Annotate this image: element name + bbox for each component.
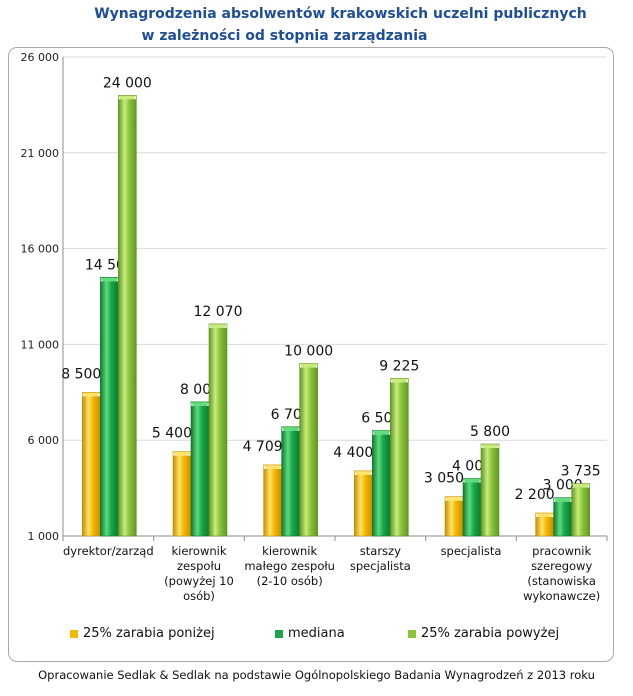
- bar: [100, 281, 119, 536]
- bar-outline: [480, 443, 500, 537]
- legend-label-median: mediana: [288, 626, 345, 641]
- bar-outline: [571, 483, 590, 537]
- x-tick-label: (powyżej 10: [164, 574, 234, 588]
- bar: [463, 482, 481, 536]
- bar-outline: [118, 95, 137, 537]
- y-tick-label: 6 000: [28, 434, 60, 447]
- data-label: 10 000: [284, 344, 333, 360]
- bar: [299, 367, 318, 536]
- bar: [263, 468, 282, 536]
- bar-top: [390, 378, 409, 383]
- data-label: 12 070: [194, 304, 243, 320]
- bar-top: [372, 430, 391, 435]
- x-tick-label: (stanowiska: [527, 574, 595, 588]
- bar-top: [281, 426, 300, 431]
- bar: [209, 327, 227, 536]
- x-tick-label: dyrektor/zarząd: [63, 544, 154, 558]
- data-label: 4 709: [243, 439, 283, 455]
- y-tick-label: 26 000: [21, 51, 60, 64]
- bar-top: [118, 95, 137, 100]
- bar: [118, 99, 137, 536]
- x-tick-label: szeregowy: [531, 559, 592, 573]
- bar-top: [100, 277, 119, 282]
- bar: [553, 501, 572, 536]
- bar-top: [263, 464, 282, 469]
- bar-outline: [299, 363, 318, 537]
- data-label: 5 800: [470, 424, 510, 440]
- bar: [191, 405, 209, 536]
- legend-item-above: 25% zarabia powyżej: [408, 626, 559, 641]
- x-tick-label: zespołu: [177, 559, 221, 573]
- x-tick-label: starszy: [360, 544, 401, 558]
- bar-top: [82, 392, 101, 397]
- y-tick-label: 16 000: [21, 243, 60, 256]
- bar: [281, 430, 300, 536]
- bar-top: [445, 496, 463, 501]
- chart-title-line-1: Wynagrodzenia absolwentów krakowskich uc…: [94, 6, 587, 22]
- x-tick-label: kierownik: [262, 544, 317, 558]
- legend-swatch-median: [275, 629, 283, 638]
- y-tick-label: 21 000: [21, 147, 60, 160]
- bar-outline: [208, 323, 228, 537]
- x-tick-label: specjalista: [350, 559, 411, 573]
- bar-top: [191, 401, 209, 406]
- legend-item-below: 25% zarabia poniżej: [70, 626, 215, 641]
- x-tick-label: (2-10 osób): [257, 574, 323, 588]
- chart-title-line-2: w zależności od stopnia zarządzania: [141, 28, 428, 44]
- x-tick-label: wykonawcze): [523, 589, 600, 603]
- data-label: 9 225: [379, 358, 419, 374]
- bar: [535, 517, 554, 536]
- bar-top: [481, 444, 499, 449]
- bar-top: [535, 513, 554, 518]
- x-tick-label: pracownik: [532, 544, 591, 558]
- data-label: 5 400: [152, 426, 192, 442]
- bar-top: [571, 483, 590, 488]
- bar-chart: 1 000 6 000 11 000 16 000 21 000 26 000 8 500 1…: [21, 51, 608, 603]
- x-tick-label: kierownik: [172, 544, 227, 558]
- legend-swatch-below: [70, 629, 78, 638]
- bar-top: [299, 363, 318, 368]
- data-label: 4 400: [333, 445, 373, 461]
- legend-item-median: mediana: [275, 626, 345, 641]
- data-label: 3 735: [561, 464, 601, 480]
- x-tick-label: osób): [183, 589, 215, 603]
- bar-top: [173, 451, 191, 456]
- bar-outline: [390, 378, 409, 537]
- bar-top: [463, 478, 481, 483]
- bar: [481, 448, 499, 536]
- bar-top: [553, 497, 572, 502]
- bar: [571, 487, 590, 536]
- data-label: 2 200: [515, 487, 555, 503]
- bar-top: [354, 470, 373, 475]
- y-tick-label: 11 000: [21, 338, 60, 351]
- source-footnote: Opracowanie Sedlak & Sedlak na podstawie…: [38, 668, 595, 682]
- bar: [82, 396, 101, 536]
- data-label: 8 500: [61, 366, 101, 382]
- x-tick-label: małego zespołu: [244, 559, 335, 573]
- y-tick-label: 1 000: [28, 530, 60, 543]
- legend-swatch-above: [408, 629, 416, 638]
- legend-label-above: 25% zarabia powyżej: [421, 626, 560, 641]
- chart-area: 1 000 6 000 11 000 16 000 21 000 26 000 8 500 1…: [8, 47, 614, 662]
- bar: [372, 434, 391, 536]
- data-label: 24 000: [103, 75, 152, 91]
- bar: [390, 382, 409, 536]
- bar: [173, 455, 191, 536]
- x-tick-label: specjalista: [441, 544, 502, 558]
- bar: [445, 500, 463, 536]
- legend-label-below: 25% zarabia poniżej: [83, 626, 215, 641]
- bar: [354, 474, 373, 536]
- bar-top: [209, 323, 227, 328]
- data-label: 3 050: [424, 471, 464, 487]
